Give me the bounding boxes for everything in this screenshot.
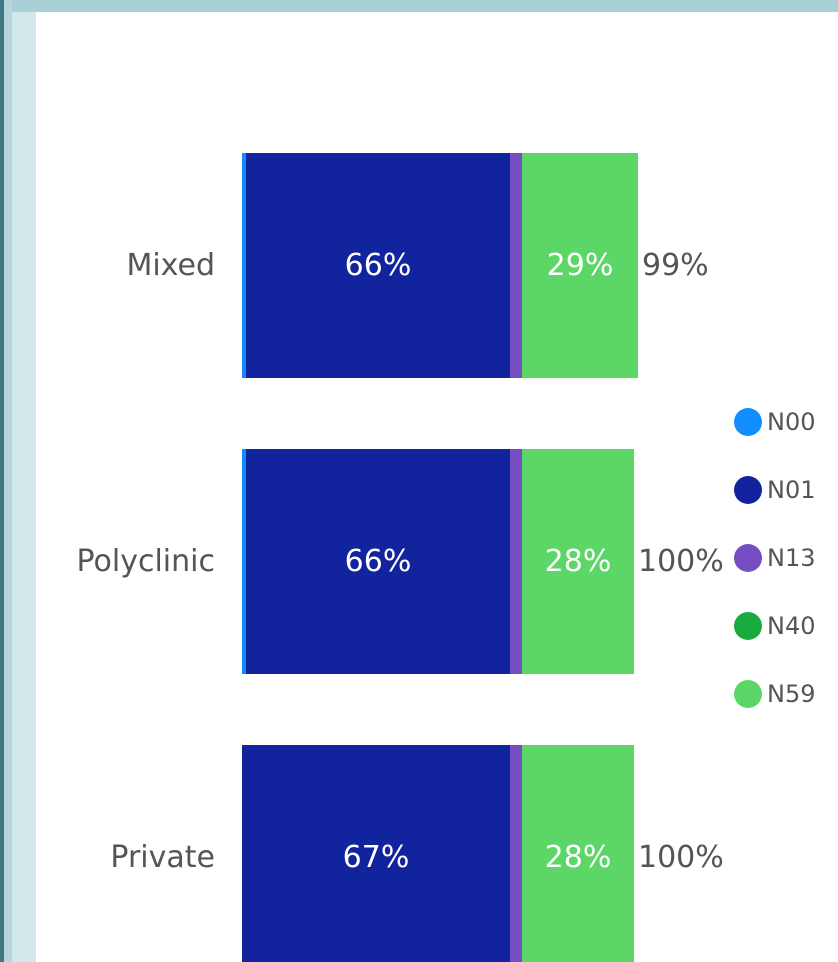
segment-label-private-n59: 28% [545, 840, 612, 875]
legend-marker-n01 [734, 476, 762, 504]
legend-label-n13[interactable]: N13 [767, 544, 816, 572]
bar-segment-polyclinic-n01[interactable] [246, 449, 510, 674]
legend-marker-n00 [734, 408, 762, 436]
segment-label-mixed-n59: 29% [547, 248, 614, 283]
legend-label-n40[interactable]: N40 [767, 612, 816, 640]
legend-label-n59[interactable]: N59 [767, 680, 816, 708]
left-rail-light [4, 0, 12, 962]
total-label-mixed: 99% [642, 248, 709, 283]
bar-segment-polyclinic-n13[interactable] [510, 449, 522, 674]
total-label-polyclinic: 100% [638, 544, 724, 579]
bar-segment-private-n59[interactable] [522, 745, 634, 962]
category-label-private: Private [110, 840, 215, 875]
legend-marker-n13 [734, 544, 762, 572]
bar-segment-mixed-n13[interactable] [510, 153, 522, 378]
segment-label-private-n01: 67% [343, 840, 410, 875]
bar-segment-mixed-n01[interactable] [246, 153, 510, 378]
segment-label-mixed-n01: 66% [345, 248, 412, 283]
bar-segment-mixed-n59[interactable] [522, 153, 638, 378]
segment-label-polyclinic-n01: 66% [345, 544, 412, 579]
total-label-private: 100% [638, 840, 724, 875]
bar-segment-mixed-n00[interactable] [242, 153, 246, 378]
legend-label-n00[interactable]: N00 [767, 408, 816, 436]
bar-segment-polyclinic-n00[interactable] [242, 449, 246, 674]
top-band [0, 0, 838, 12]
legend-marker-n40 [734, 612, 762, 640]
legend-marker-n59 [734, 680, 762, 708]
legend-label-n01[interactable]: N01 [767, 476, 816, 504]
bar-segment-private-n13[interactable] [510, 745, 522, 962]
category-label-mixed: Mixed [126, 248, 215, 283]
segment-label-polyclinic-n59: 28% [545, 544, 612, 579]
bar-segment-private-n01[interactable] [242, 745, 510, 962]
bar-segment-polyclinic-n59[interactable] [522, 449, 634, 674]
category-label-polyclinic: Polyclinic [77, 544, 215, 579]
left-rail [0, 0, 4, 962]
